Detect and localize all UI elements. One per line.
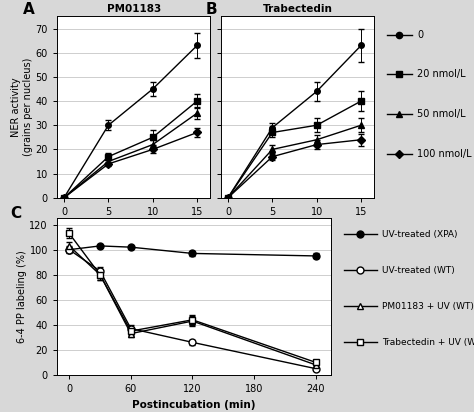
Text: A: A xyxy=(23,2,35,17)
Text: 0: 0 xyxy=(417,30,423,40)
X-axis label: Postincubation (min): Postincubation (min) xyxy=(132,400,256,410)
Title: PM01183: PM01183 xyxy=(107,4,161,14)
Text: 50 nmol/L: 50 nmol/L xyxy=(417,109,465,119)
Title: Trabectedin: Trabectedin xyxy=(263,4,333,14)
Text: 20 nmol/L: 20 nmol/L xyxy=(417,70,465,80)
Y-axis label: 6-4 PP labeling (%): 6-4 PP labeling (%) xyxy=(17,250,27,343)
Text: PM01183 + UV (WT): PM01183 + UV (WT) xyxy=(382,302,474,311)
Y-axis label: NER activity
(grains per nucleus): NER activity (grains per nucleus) xyxy=(11,58,33,156)
Text: Trabectedin + UV (WT): Trabectedin + UV (WT) xyxy=(382,337,474,346)
Text: B: B xyxy=(206,2,217,17)
Text: 100 nmol/L: 100 nmol/L xyxy=(417,149,472,159)
Text: C: C xyxy=(10,206,21,221)
X-axis label: UV-C (J): UV-C (J) xyxy=(279,222,316,232)
X-axis label: UV-C (J): UV-C (J) xyxy=(115,222,152,232)
Text: UV-treated (XPA): UV-treated (XPA) xyxy=(382,229,458,239)
Text: UV-treated (WT): UV-treated (WT) xyxy=(382,265,455,274)
